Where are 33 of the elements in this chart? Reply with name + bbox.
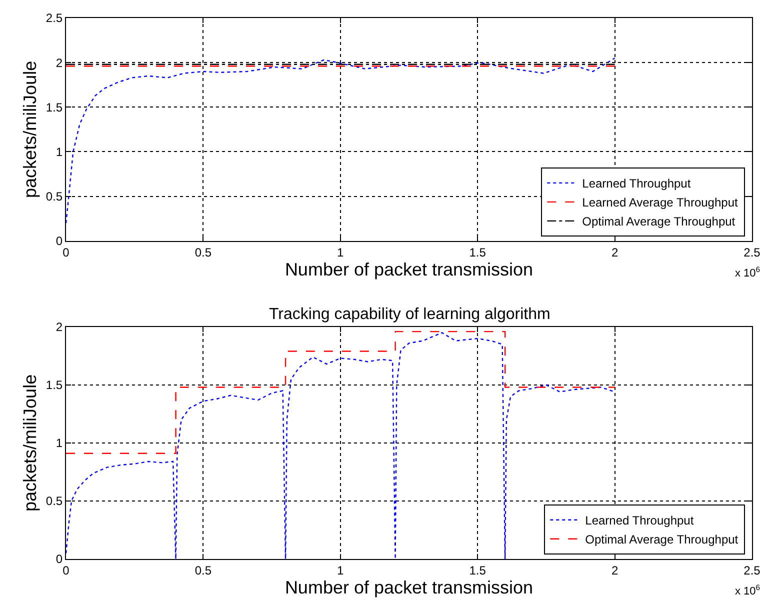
x-tick-label: 1 — [337, 563, 344, 578]
legend-label: Learned Throughput — [582, 176, 692, 191]
x-axis-title: Number of packet transmission — [284, 259, 534, 280]
y-tick-label: 2 — [56, 320, 63, 334]
x-tick-label: 1.5 — [469, 245, 486, 260]
y-tick-label: 1.5 — [46, 378, 63, 392]
x-tick-label: 1 — [337, 245, 344, 260]
legend-label: Optimal Average Throughput — [582, 214, 736, 229]
y-tick-label: 1 — [56, 436, 63, 450]
y-tick-label: 0.5 — [46, 190, 63, 204]
text: x 10$^{6}$ — [735, 583, 760, 598]
legend-label: Learned Average Throughput — [582, 196, 738, 210]
legend-label: Optimal Average Throughput — [585, 532, 739, 547]
x-tick-label: 2.5 — [744, 563, 761, 578]
y-tick-label: 1.5 — [46, 100, 63, 114]
chart-title: Tracking capability of learning algorithm — [269, 306, 550, 323]
y-axis-title: packets/miliJoule — [20, 60, 40, 198]
y-tick-label: 0 — [56, 552, 63, 566]
x-tick-label: 0.5 — [194, 563, 212, 578]
x-axis-title: Number of packet transmission — [284, 577, 534, 598]
y-tick-label: 2.5 — [46, 11, 63, 26]
x-tick-label: 2.5 — [744, 245, 761, 260]
legend-label: Learned Throughput — [585, 514, 694, 528]
x-tick-label: 0.5 — [194, 245, 212, 260]
y-tick-label: 0 — [56, 234, 63, 248]
y-tick-label: 2 — [56, 56, 63, 70]
y-tick-label: 0.5 — [46, 494, 63, 508]
x-tick-label: 2 — [611, 563, 618, 578]
x-tick-label: 1.5 — [469, 563, 486, 578]
x-tick-label: 2 — [611, 245, 618, 260]
y-axis-title: packets/miliJoule — [20, 374, 40, 512]
text: x 10$^{6}$ — [735, 265, 760, 280]
y-tick-label: 1 — [56, 144, 63, 159]
